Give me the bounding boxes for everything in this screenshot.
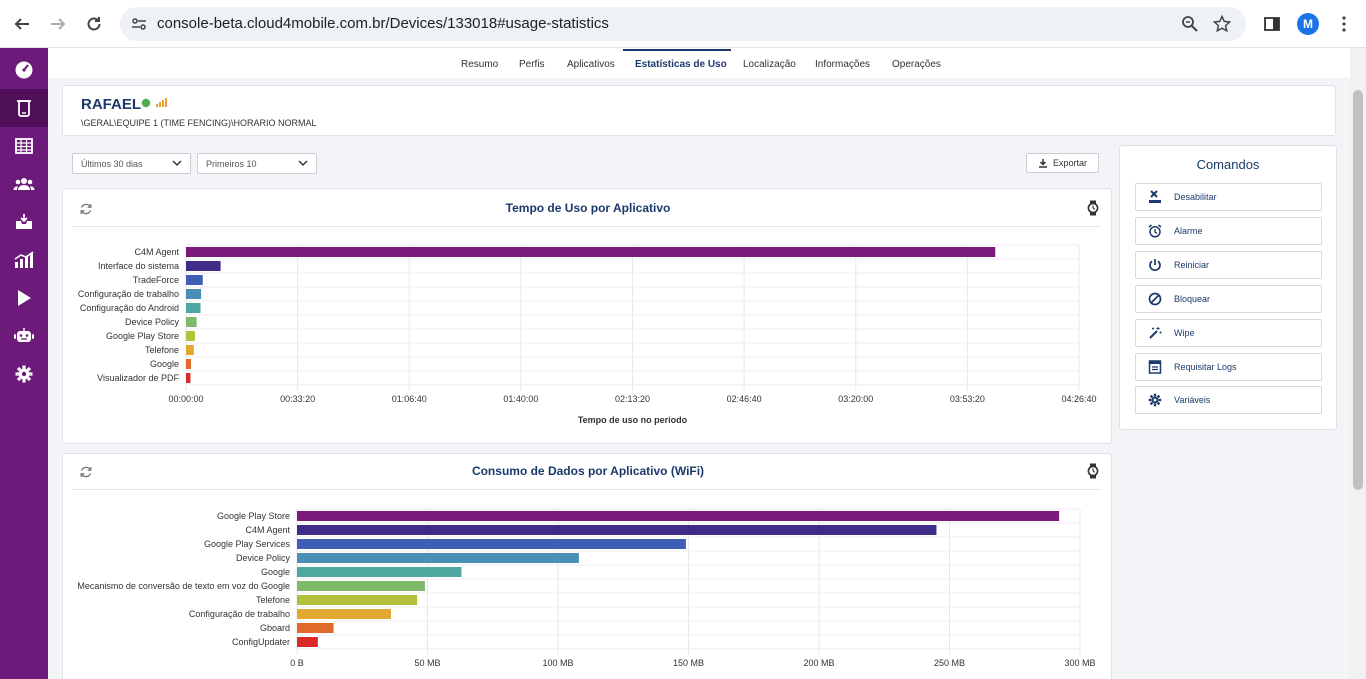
disable-button[interactable]: Desabilitar	[1135, 183, 1322, 211]
table-icon	[15, 138, 33, 154]
top-select[interactable]: Primeiros 10	[197, 153, 317, 174]
commands-title: Comandos	[1196, 157, 1260, 172]
device-header: RAFAEL \GERAL\EQUIPE 1 (TIME FENCING)\HO…	[62, 85, 1336, 136]
sidebar-item-play-store[interactable]	[0, 279, 48, 317]
export-label: Exportar	[1052, 158, 1087, 168]
dashboard-icon	[15, 61, 33, 79]
sidebar-item-users[interactable]	[0, 165, 48, 203]
star-icon[interactable]	[1213, 15, 1231, 33]
tab-perfis[interactable]: Perfis	[519, 59, 545, 70]
export-button[interactable]: Exportar	[1026, 153, 1099, 173]
wipe-label: Wipe	[1174, 328, 1195, 338]
refresh-icon[interactable]	[79, 465, 93, 479]
back-icon[interactable]	[10, 12, 34, 36]
settings-icon	[15, 365, 33, 383]
request-logs-label: Requisitar Logs	[1174, 362, 1237, 372]
chevron-down-icon	[172, 160, 182, 167]
tab-operacoes[interactable]: Operações	[892, 59, 941, 70]
address-bar[interactable]: console-beta.cloud4mobile.com.br/Devices…	[120, 7, 1246, 41]
period-select-value: Últimos 30 dias	[81, 159, 143, 169]
sidebar-item-settings[interactable]	[0, 355, 48, 393]
tab-localizacao[interactable]: Localização	[743, 59, 796, 70]
profile-avatar[interactable]: M	[1297, 13, 1319, 35]
main-content: Resumo Perfis Aplicativos Estatísticas d…	[48, 48, 1350, 679]
wipe-button[interactable]: Wipe	[1135, 319, 1322, 347]
variables-label: Variáveis	[1174, 395, 1211, 405]
sidebar-item-table[interactable]	[0, 127, 48, 165]
chart-title: Tempo de Uso por Aplicativo	[505, 201, 671, 215]
forward-icon[interactable]	[46, 12, 70, 36]
top-select-value: Primeiros 10	[206, 159, 257, 169]
block-button[interactable]: Bloquear	[1135, 285, 1322, 313]
url-text: console-beta.cloud4mobile.com.br/Devices…	[157, 15, 609, 32]
wipe-icon	[1149, 327, 1162, 339]
watch-icon[interactable]	[1086, 200, 1100, 216]
power-icon	[1149, 259, 1161, 272]
side-panel-icon[interactable]	[1260, 12, 1284, 36]
gear-icon	[1148, 393, 1162, 407]
android-icon	[14, 328, 34, 342]
chevron-down-icon	[298, 160, 308, 167]
device-icon	[17, 100, 31, 117]
restart-button[interactable]: Reiniciar	[1135, 251, 1322, 279]
sidebar-item-devices[interactable]	[0, 89, 48, 127]
chart-header-divider	[73, 226, 1101, 227]
zoom-icon[interactable]	[1181, 15, 1199, 33]
play-store-icon	[18, 290, 31, 306]
device-group-path: \GERAL\EQUIPE 1 (TIME FENCING)\HORARIO N…	[81, 118, 317, 128]
device-name: RAFAEL	[81, 96, 141, 113]
data-usage-chart-card: Consumo de Dados por Aplicativo (WiFi)	[62, 453, 1112, 679]
restart-label: Reiniciar	[1174, 260, 1210, 270]
browser-menu-icon[interactable]	[1332, 12, 1356, 36]
active-tab-indicator	[623, 49, 731, 51]
page-scrollbar[interactable]	[1350, 48, 1366, 679]
reports-icon	[14, 251, 34, 268]
alarm-label: Alarme	[1174, 226, 1203, 236]
download-icon	[1038, 159, 1047, 168]
logs-icon	[1148, 360, 1162, 374]
usage-time-chart-card: Tempo de Uso por Aplicativo	[62, 188, 1112, 444]
disable-label: Desabilitar	[1174, 192, 1217, 202]
variables-button[interactable]: Variáveis	[1135, 386, 1322, 414]
block-icon	[1148, 292, 1162, 306]
scrollbar-thumb[interactable]	[1353, 90, 1363, 490]
site-settings-icon[interactable]	[130, 15, 148, 33]
device-tabs: Resumo Perfis Aplicativos Estatísticas d…	[48, 48, 1350, 78]
reload-icon[interactable]	[82, 12, 106, 36]
tab-estatisticas-de-uso[interactable]: Estatísticas de Uso	[635, 59, 727, 70]
request-logs-button[interactable]: Requisitar Logs	[1135, 353, 1322, 381]
sidebar-item-android[interactable]	[0, 317, 48, 355]
online-status-icon	[141, 98, 151, 108]
inbox-icon	[16, 214, 32, 229]
alarm-icon	[1148, 224, 1162, 238]
chart-header-divider	[73, 489, 1101, 490]
period-select[interactable]: Últimos 30 dias	[72, 153, 191, 174]
commands-panel: Comandos Desabilitar Alarme Reiniciar Bl…	[1119, 145, 1337, 430]
tab-informacoes[interactable]: Informações	[815, 59, 871, 70]
browser-toolbar: console-beta.cloud4mobile.com.br/Devices…	[0, 0, 1366, 48]
sidebar-item-inbox[interactable]	[0, 203, 48, 241]
users-icon	[13, 178, 35, 190]
sidebar-item-reports[interactable]	[0, 241, 48, 279]
tab-resumo[interactable]: Resumo	[461, 59, 499, 70]
alarm-button[interactable]: Alarme	[1135, 217, 1322, 245]
signal-icon	[156, 98, 167, 107]
sidebar	[0, 48, 48, 679]
refresh-icon[interactable]	[79, 202, 93, 216]
disable-icon	[1149, 190, 1161, 203]
chart-title: Consumo de Dados por Aplicativo (WiFi)	[471, 464, 705, 478]
watch-icon[interactable]	[1086, 463, 1100, 479]
sidebar-item-dashboard[interactable]	[0, 51, 48, 89]
tab-aplicativos[interactable]: Aplicativos	[567, 59, 615, 70]
block-label: Bloquear	[1174, 294, 1211, 304]
